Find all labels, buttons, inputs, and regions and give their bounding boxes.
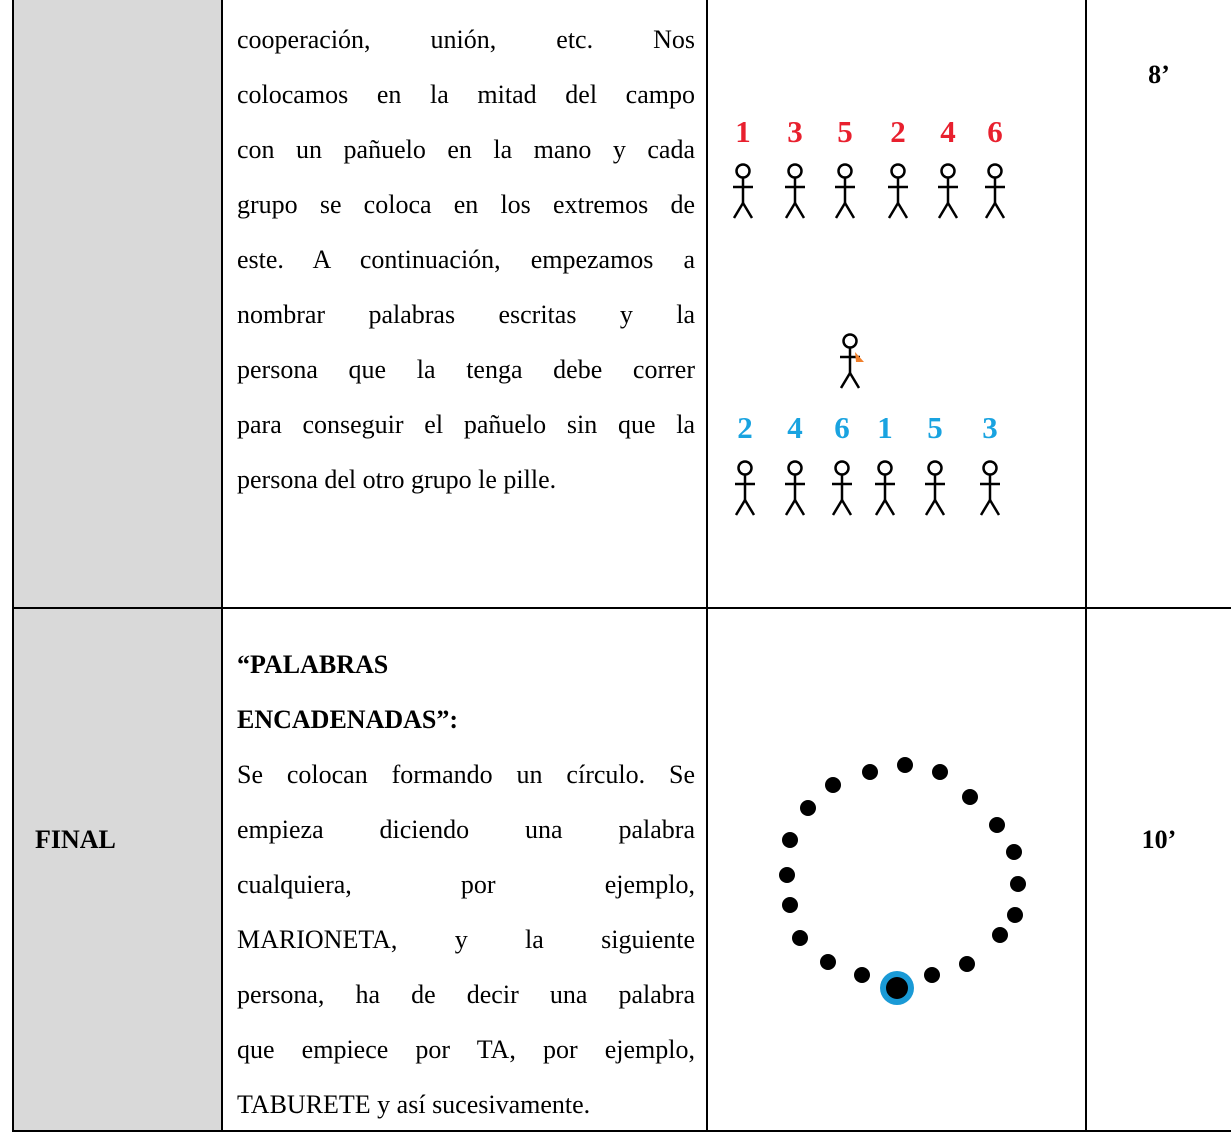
legs [874,497,896,516]
handkerchief [855,352,864,362]
player-number: 3 [787,114,803,149]
player-number: 5 [837,114,853,149]
text-line: MARIONETA, y la siguiente [237,925,695,954]
legs [839,370,861,389]
head [837,163,853,179]
legs [831,497,853,516]
stick-figure [834,163,856,219]
legs [924,497,946,516]
dot [854,967,870,983]
time: 10’ [1141,825,1177,854]
text-line: cualquiera, por ejemplo, [237,870,695,899]
dot [779,867,795,883]
time: 8’ [1148,60,1170,89]
dot [1007,907,1023,923]
legs [784,497,806,516]
text-line: este. A continuación, empezamos a [237,245,695,274]
text-line: colocamos en la mitad del campo [237,80,695,109]
dot [825,777,841,793]
stick-figure [784,460,806,516]
text-line: Se colocan formando un círculo. Se [237,760,695,789]
stick-figure [734,460,756,516]
text-line: TABURETE y así sucesivamente. [237,1090,591,1119]
head [787,460,803,476]
dot [792,930,808,946]
stick-figure [732,163,754,219]
player-number: 1 [735,114,751,149]
dot [924,967,940,983]
dot [897,757,913,773]
player-number: 3 [982,410,998,445]
dot [820,954,836,970]
head [890,163,906,179]
stick-figure [831,460,853,516]
head [834,460,850,476]
legs [784,200,806,219]
stick-figure [924,460,946,516]
head [787,163,803,179]
dot [1006,844,1022,860]
head [842,333,858,349]
head [987,163,1003,179]
stick-figure [937,163,959,219]
stick-figure [784,163,806,219]
stick-figure [887,163,909,219]
text-line: cooperación, unión, etc. Nos [237,25,695,54]
legs [732,200,754,219]
head [877,460,893,476]
legs [937,200,959,219]
stick-figure [874,460,896,516]
player-number: 2 [737,410,753,445]
dot [1010,876,1026,892]
text-line: empieza diciendo una palabra [237,815,695,844]
head [940,163,956,179]
dot [932,764,948,780]
head [927,460,943,476]
text-line: que empiece por TA, por ejemplo, [237,1035,695,1064]
legs [979,497,1001,516]
head [737,460,753,476]
player-number: 4 [787,410,803,445]
dot [959,956,975,972]
dot [992,927,1008,943]
phase: FINAL [35,825,116,854]
player-number: 4 [940,114,956,149]
text-line: persona del otro grupo le pille. [237,465,557,494]
legs [984,200,1006,219]
stick-figure [984,163,1006,219]
legs [734,497,756,516]
player-number: 6 [834,410,850,445]
text-line: persona que la tenga debe correr [237,355,695,384]
player-number: 5 [927,410,943,445]
cell [12,0,223,609]
text-line: para conseguir el pañuelo sin que la [237,410,695,439]
dot [782,832,798,848]
text-line: ENCADENADAS”: [237,705,459,734]
dot [886,977,908,999]
player-number: 1 [877,410,893,445]
player-number: 2 [890,114,906,149]
text-line: grupo se coloca en los extremos de [237,190,695,219]
legs [834,200,856,219]
text-line: “PALABRAS [237,650,389,679]
player-number: 6 [987,114,1003,149]
head [735,163,751,179]
text-line: persona, ha de decir una palabra [237,980,695,1009]
dot [989,817,1005,833]
stick-figure [979,460,1001,516]
legs [887,200,909,219]
dot [962,789,978,805]
text-line: nombrar palabras escritas y la [237,300,695,329]
dot [782,897,798,913]
dot [800,800,816,816]
dot [862,764,878,780]
head [982,460,998,476]
text-line: con un pañuelo en la mano y cada [237,135,695,164]
